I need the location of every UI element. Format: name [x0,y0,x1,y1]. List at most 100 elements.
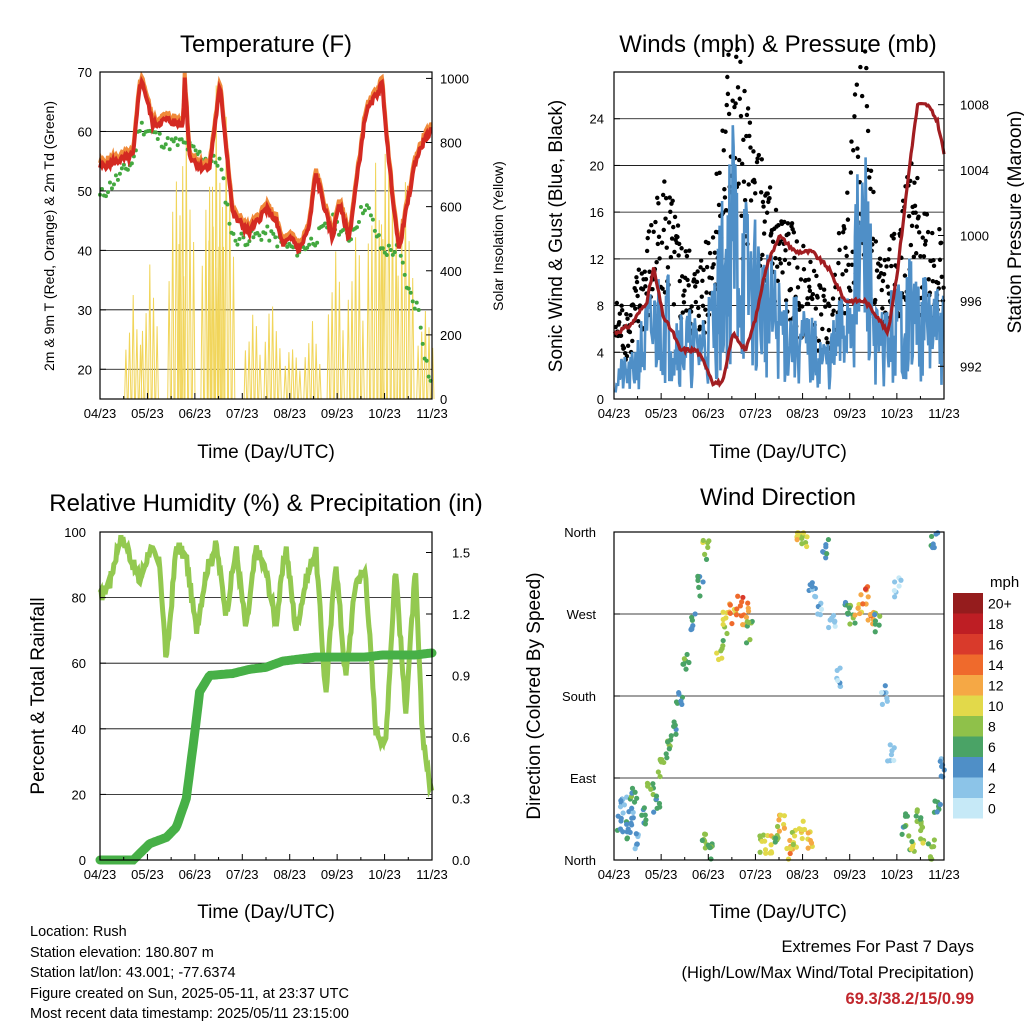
humidity-x-ticks: 04/23 05/23 06/23 07/23 08/23 09/23 10/23 11/23 [84,854,448,882]
gust-point [734,54,739,60]
direction-point [857,610,863,617]
direction-point [902,823,908,830]
direction-point [795,530,801,536]
dewpoint-point [309,236,314,241]
dewpoint-point [390,252,395,257]
gust-point [736,181,741,186]
direction-point [733,612,740,618]
gust-point [760,199,766,205]
legend-title: mph [990,574,1019,591]
gust-point [821,287,827,292]
gust-point [914,224,920,229]
x-tick-label: 08/23 [273,867,306,882]
gust-point [831,308,836,313]
dewpoint-point [410,299,415,304]
direction-point [656,800,663,807]
direction-point [812,594,819,600]
dewpoint-point [171,139,176,144]
gust-point [696,313,702,319]
gust-point [880,278,886,284]
direction-point [937,758,943,764]
gust-point [786,231,791,236]
gust-point [912,180,917,185]
direction-point [743,614,750,620]
gust-point [663,216,668,221]
gust-point [656,201,661,206]
gust-point [748,145,753,150]
gust-point [849,262,855,268]
gust-point [701,267,706,273]
gust-point [788,286,794,292]
gust-point [689,304,694,309]
gust-point [759,157,764,162]
gust-point [657,256,662,261]
gust-point [914,251,919,256]
direction-point [620,810,626,816]
gust-point [822,298,827,303]
gust-point [668,254,674,260]
rainfall-series [95,648,437,865]
gust-point [739,213,744,219]
direction-point [739,599,745,605]
direction-point [689,617,695,623]
dewpoint-point [197,149,202,154]
gust-point [925,229,931,235]
humidity-left-ticks: 0 20 40 60 80 100 [64,525,106,868]
direction-point [625,826,631,832]
x-tick-label: 04/23 [598,867,631,882]
gust-point [871,189,876,195]
direction-point [743,640,750,646]
winds-ylabel-right: Station Pressure (Maroon) [1005,111,1024,334]
gust-point [693,299,699,305]
gust-point [845,217,851,222]
direction-grid [614,613,944,779]
direction-point [913,813,919,819]
gust-point [695,269,700,274]
legend-label: 2 [988,780,996,796]
dewpoint-point [360,211,365,216]
gust-point [687,248,692,253]
dewpoint-point [420,341,425,346]
gust-point [633,306,638,311]
direction-point [823,544,829,550]
gust-point [758,190,764,195]
gust-point [886,257,891,262]
gust-point [636,267,642,272]
direction-panel: Wind Direction North East South West North 0… [524,484,1019,923]
dewpoint-point [179,137,184,142]
direction-point [618,797,624,804]
direction-point [865,617,871,623]
gust-point [706,240,711,246]
dewpoint-point [412,306,417,311]
gust-point [716,202,722,208]
direction-points [614,530,947,862]
gust-point [640,287,646,292]
gust-point [937,226,942,232]
gust-point [655,241,661,247]
direction-point [630,809,636,815]
gust-point [722,187,727,192]
direction-point [676,691,682,697]
gust-point [851,148,856,153]
humidity-ylabel-left: Percent & Total Rainfall [28,597,49,794]
gust-point [782,219,787,225]
gust-point [879,287,884,293]
gust-point [920,235,925,240]
gust-point [930,278,936,284]
pressure-line [612,102,946,388]
gust-point [764,210,770,215]
gust-point [709,276,715,281]
gust-point [889,263,894,269]
gust-point [845,190,850,195]
gust-point [741,179,747,184]
direction-point [686,659,692,666]
dewpoint-point [157,131,162,136]
dewpoint-point [263,231,268,236]
direction-point [642,812,648,818]
gust-point [844,253,849,259]
direction-point [796,826,802,832]
y-tick-label: 0 [79,853,86,868]
y-tick-label: 20 [590,158,604,173]
direction-point [847,621,853,627]
direction-point [852,620,858,626]
